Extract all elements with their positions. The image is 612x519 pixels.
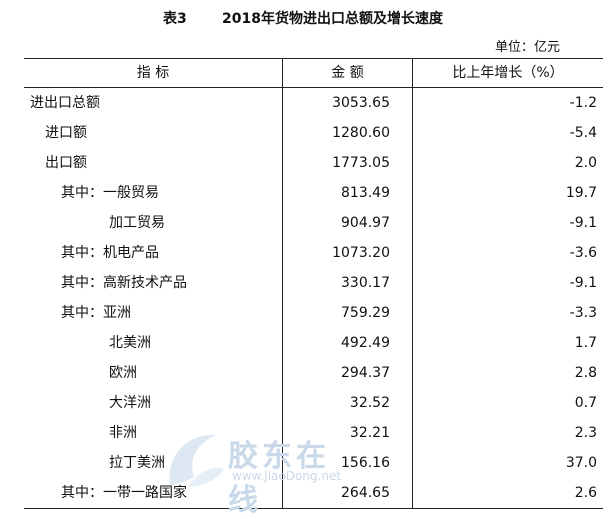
table-row: 北美洲 492.49 1.7 [24, 328, 603, 358]
indicator-label: 机电产品 [103, 245, 159, 261]
indicator-cell: 大洋洲 [24, 388, 283, 418]
indicator-label: 出口额 [45, 155, 87, 171]
growth-cell: -3.3 [569, 305, 597, 321]
indicator-cell: 非洲 [24, 418, 283, 448]
indicator-label: 一带一路国家 [103, 485, 187, 501]
table-row: 大洋洲 32.52 0.7 [24, 388, 603, 418]
table-row: 拉丁美洲 156.16 37.0 [24, 448, 603, 478]
amount-cell: 904.97 [282, 208, 413, 238]
indicator-label: 一般贸易 [103, 185, 159, 201]
growth-cell: 1.7 [574, 335, 597, 351]
indicator-prefix: 其中： [61, 185, 103, 201]
indicator-label: 欧洲 [109, 365, 137, 381]
indicator-label: 加工贸易 [109, 215, 165, 231]
amount-cell: 1280.60 [282, 118, 413, 148]
indicator-cell: 其中：一带一路国家 [24, 478, 283, 509]
indicator-cell: 其中：高新技术产品 [24, 268, 283, 298]
unit-label: 单位：亿元 [494, 40, 560, 55]
growth-cell: -9.1 [569, 215, 597, 231]
indicator-cell: 北美洲 [24, 328, 283, 358]
amount-cell: 1773.05 [282, 148, 413, 178]
header-indicator: 指 标 [24, 58, 283, 88]
amount-cell: 294.37 [282, 358, 413, 388]
amount-cell: 32.52 [282, 388, 413, 418]
table-row: 进出口总额 3053.65 -1.2 [24, 87, 603, 119]
header-growth: 比上年增长（%） [412, 58, 603, 88]
amount-cell: 32.21 [282, 418, 413, 448]
indicator-label: 非洲 [109, 425, 137, 441]
indicator-cell: 其中：一般贸易 [24, 178, 283, 208]
growth-cell: 37.0 [565, 455, 597, 471]
table-row: 其中：亚洲 759.29 -3.3 [24, 298, 603, 328]
indicator-cell: 其中：亚洲 [24, 298, 283, 328]
amount-cell: 759.29 [282, 298, 413, 328]
table-row: 非洲 32.21 2.3 [24, 418, 603, 448]
table-title-text: 2018年货物进出口总额及增长速度 [222, 11, 443, 27]
indicator-label: 拉丁美洲 [109, 455, 165, 471]
amount-cell: 1073.20 [282, 238, 413, 268]
growth-cell: -3.6 [569, 245, 597, 261]
indicator-prefix: 其中： [61, 485, 103, 501]
amount-cell: 3053.65 [282, 87, 413, 118]
indicator-cell: 出口额 [24, 148, 283, 178]
table-row: 加工贸易 904.97 -9.1 [24, 208, 603, 238]
indicator-prefix: 其中： [61, 245, 103, 261]
trade-table: 指 标 金 额 比上年增长（%） 进出口总额 3053.65 -1.2 进口额 1280… [24, 58, 603, 509]
growth-cell: -1.2 [569, 95, 597, 111]
indicator-cell: 加工贸易 [24, 208, 283, 238]
indicator-label: 进口额 [45, 125, 87, 141]
indicator-cell: 其中：机电产品 [24, 238, 283, 268]
table-title: 表3 2018年货物进出口总额及增长速度 [0, 6, 612, 28]
indicator-label: 进出口总额 [30, 95, 100, 111]
indicator-cell: 欧洲 [24, 358, 283, 388]
table-row: 出口额 1773.05 2.0 [24, 148, 603, 178]
growth-cell: 2.8 [574, 365, 597, 381]
table-row: 其中：一带一路国家 264.65 2.6 [24, 478, 603, 509]
indicator-cell: 进出口总额 [24, 88, 283, 119]
table-row: 其中：高新技术产品 330.17 -9.1 [24, 268, 603, 298]
indicator-cell: 进口额 [24, 118, 283, 148]
table-number: 表3 [163, 11, 187, 27]
growth-cell: -5.4 [569, 125, 597, 141]
growth-cell: -9.1 [569, 275, 597, 291]
indicator-label: 北美洲 [109, 335, 151, 351]
indicator-label: 大洋洲 [109, 395, 151, 411]
growth-cell: 2.3 [574, 425, 597, 441]
growth-cell: 19.7 [565, 185, 597, 201]
indicator-label: 高新技术产品 [103, 275, 187, 291]
indicator-cell: 拉丁美洲 [24, 448, 283, 478]
amount-cell: 156.16 [282, 448, 413, 478]
table-row: 其中：一般贸易 813.49 19.7 [24, 178, 603, 208]
table-row: 其中：机电产品 1073.20 -3.6 [24, 238, 603, 268]
indicator-prefix: 其中： [61, 305, 103, 321]
amount-cell: 330.17 [282, 268, 413, 298]
header-row: 指 标 金 额 比上年增长（%） [24, 58, 603, 88]
table-row: 欧洲 294.37 2.8 [24, 358, 603, 388]
amount-cell: 492.49 [282, 328, 413, 358]
indicator-prefix: 其中： [61, 275, 103, 291]
amount-cell: 813.49 [282, 178, 413, 208]
header-amount: 金 额 [282, 58, 413, 88]
growth-cell: 2.6 [412, 478, 603, 509]
table-row: 进口额 1280.60 -5.4 [24, 118, 603, 148]
indicator-label: 亚洲 [103, 305, 131, 321]
growth-cell: 2.0 [574, 155, 597, 171]
growth-cell: 0.7 [574, 395, 597, 411]
amount-cell: 264.65 [282, 478, 413, 509]
